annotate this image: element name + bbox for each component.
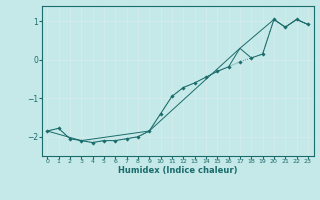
X-axis label: Humidex (Indice chaleur): Humidex (Indice chaleur) xyxy=(118,166,237,175)
